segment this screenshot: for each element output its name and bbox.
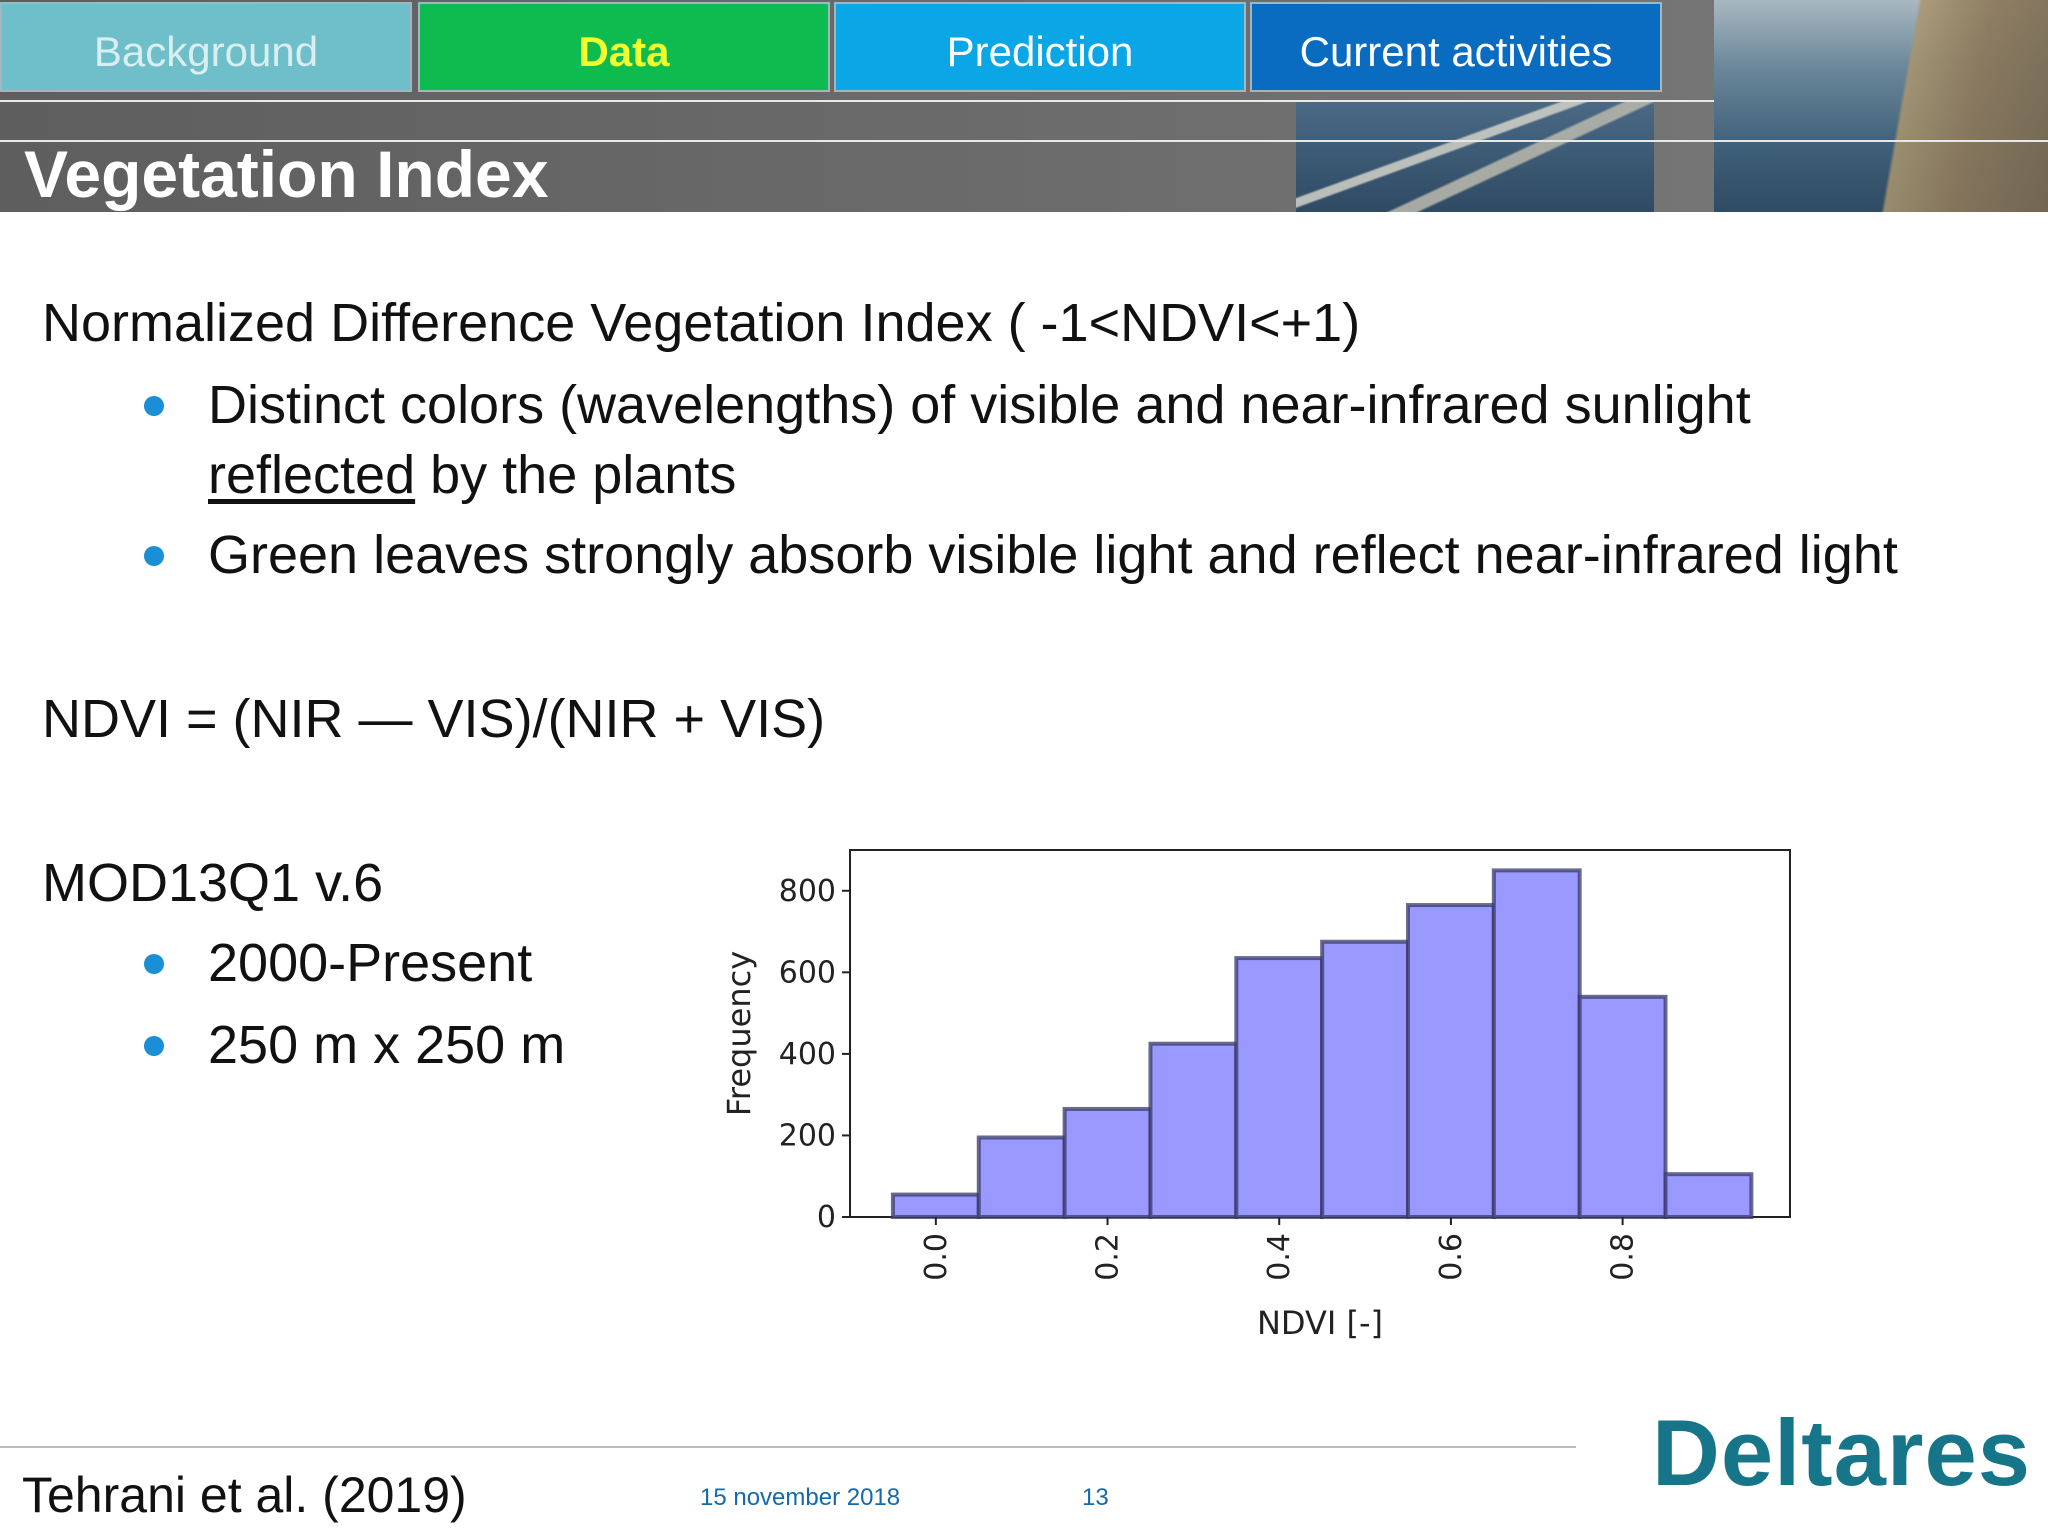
page-title: Vegetation Index xyxy=(24,137,549,211)
x-axis-label: NDVI [-] xyxy=(1257,1304,1383,1342)
bullet-dot xyxy=(144,954,164,974)
histogram-bar xyxy=(976,1135,1067,1220)
histogram-bar xyxy=(1062,1106,1153,1220)
histogram-bar xyxy=(1577,994,1668,1219)
header-divider-top xyxy=(0,100,1714,102)
bullet-dot xyxy=(144,1036,164,1056)
histogram-bar xyxy=(1663,1172,1754,1219)
histogram-bar xyxy=(1234,956,1325,1220)
page-number: 13 xyxy=(1082,1484,1109,1511)
x-tick-label: 0.6 xyxy=(1434,1233,1469,1281)
x-tick-label: 0.2 xyxy=(1091,1233,1126,1281)
bullet-dot xyxy=(144,546,164,566)
x-tick-label: 0.4 xyxy=(1262,1233,1297,1281)
deltares-logo: Deltares xyxy=(1652,1400,2031,1505)
footer-divider xyxy=(0,1446,1576,1448)
ndvi-heading: Normalized Difference Vegetation Index (… xyxy=(42,293,1361,353)
y-tick-label: 400 xyxy=(779,1037,836,1072)
bullet-dot xyxy=(144,396,164,416)
product-bullet-resolution: 250 m x 250 m xyxy=(208,1015,566,1075)
y-tick-label: 0 xyxy=(817,1200,836,1235)
histogram-bar xyxy=(890,1192,981,1220)
y-tick-label: 200 xyxy=(779,1118,836,1153)
histogram-bar xyxy=(1405,903,1496,1220)
tab-background[interactable]: Background xyxy=(0,2,412,92)
ndvi-formula: NDVI = (NIR — VIS)/(NIR + VIS) xyxy=(42,689,826,749)
header-divider-bottom xyxy=(0,140,2048,142)
y-tick-label: 800 xyxy=(779,874,836,909)
histogram-bar xyxy=(1491,868,1582,1220)
product-bullet-period: 2000-Present xyxy=(208,933,533,993)
bullet-1-line-2-rest: by the plants xyxy=(415,445,737,505)
coastline-photo xyxy=(1714,0,2048,212)
y-tick-label: 600 xyxy=(779,955,836,990)
tab-current-activities[interactable]: Current activities xyxy=(1250,2,1662,92)
bullet-1-underlined-word: reflected xyxy=(208,445,416,505)
bullet-text-2: Green leaves strongly absorb visible lig… xyxy=(208,525,1898,585)
product-name: MOD13Q1 v.6 xyxy=(42,853,384,913)
x-tick-label: 0.0 xyxy=(919,1233,954,1281)
bullet-text-1: Distinct colors (wavelengths) of visible… xyxy=(208,370,1751,510)
header-banner: Background Data Prediction Current activ… xyxy=(0,0,2048,212)
ndvi-histogram: 0 200 400 600 800 0.0 0.2 0.4 0.6 0.8 NDVI [-] Freq… xyxy=(720,849,1791,1342)
x-tick-label: 0.8 xyxy=(1606,1233,1641,1281)
footer-date: 15 november 2018 xyxy=(700,1484,901,1511)
tab-prediction[interactable]: Prediction xyxy=(834,2,1246,92)
bullet-1-line-1: Distinct colors (wavelengths) of visible… xyxy=(208,375,1751,435)
bridge-photo xyxy=(1296,100,1654,212)
y-axis-label: Frequency xyxy=(720,951,758,1116)
citation: Tehrani et al. (2019) xyxy=(22,1467,467,1523)
tab-data[interactable]: Data xyxy=(418,2,830,92)
histogram-bar xyxy=(1320,939,1410,1219)
histogram-bar xyxy=(1148,1041,1239,1219)
